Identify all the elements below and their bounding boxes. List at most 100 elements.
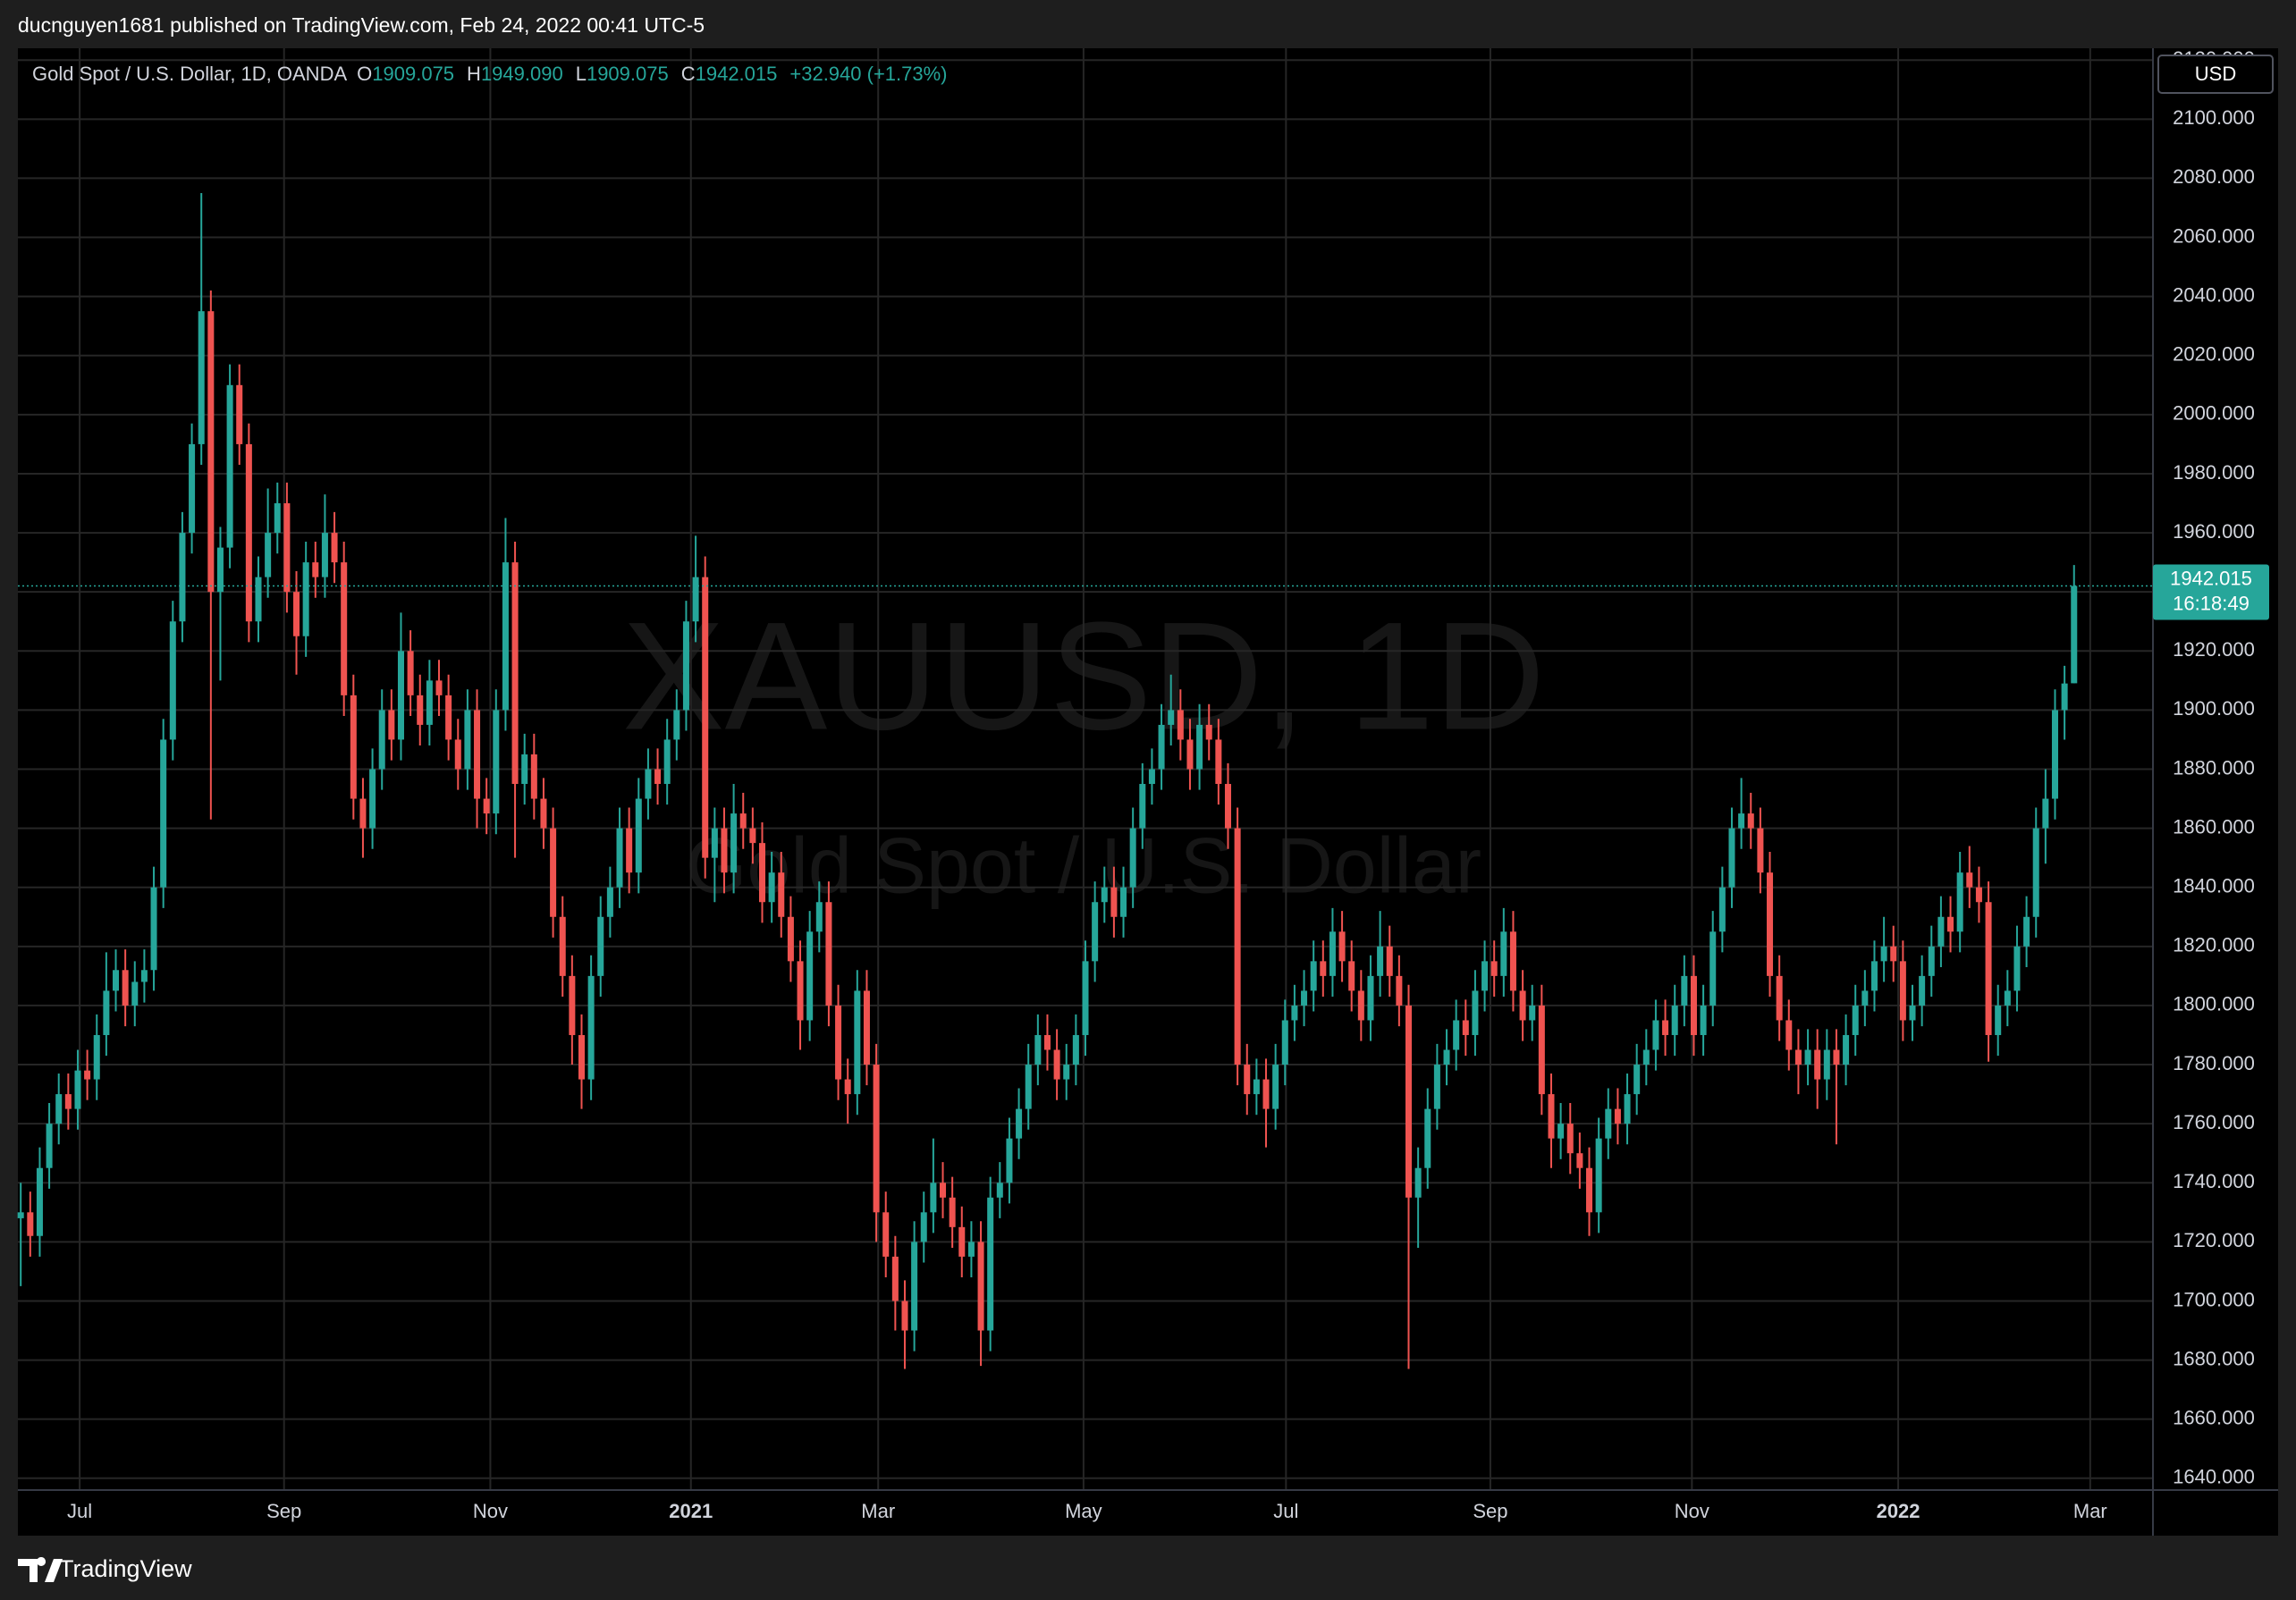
candle-body — [1767, 872, 1774, 976]
candle-body — [1414, 1167, 1422, 1198]
candle-body — [1652, 1020, 1659, 1050]
last-price-box — [2153, 564, 2269, 620]
candle-body — [1595, 1138, 1602, 1213]
y-tick-label: 1960.000 — [2173, 520, 2255, 543]
candle-body — [844, 1079, 851, 1095]
candle-body — [1861, 990, 1869, 1006]
legend-change: +32.940 (+1.73%) — [789, 63, 948, 85]
candle-body — [1386, 946, 1393, 976]
candle-body — [1548, 1094, 1555, 1139]
brand-name: TradingView — [59, 1555, 192, 1582]
candle-body — [179, 533, 186, 622]
candles — [17, 192, 2078, 1369]
candle-body — [1671, 1005, 1678, 1035]
candle-body — [1405, 1005, 1413, 1198]
candle-body — [2071, 585, 2078, 684]
candle-body — [901, 1301, 908, 1331]
candle-body — [967, 1242, 975, 1257]
candle-body — [863, 990, 870, 1065]
candle-body — [27, 1212, 34, 1236]
legend: Gold Spot / U.S. Dollar, 1D, OANDA O1909… — [32, 63, 960, 86]
candle-body — [1234, 828, 1241, 1065]
candle-body — [815, 902, 823, 932]
y-tick-label: 1900.000 — [2173, 697, 2255, 720]
candle-body — [739, 813, 747, 829]
currency-button[interactable]: USD — [2157, 55, 2274, 94]
candle-body — [1453, 1020, 1460, 1050]
candle-body — [1281, 1020, 1288, 1065]
candle-body — [1043, 1034, 1051, 1050]
x-tick-label: 2021 — [669, 1500, 713, 1522]
candle-body — [1576, 1153, 1583, 1168]
legend-name: Gold Spot / U.S. Dollar, 1D, OANDA — [32, 63, 346, 85]
candle-body — [483, 798, 490, 814]
candle-body — [1424, 1108, 1431, 1168]
candle-body — [920, 1212, 927, 1242]
currency-label[interactable]: USD — [2195, 63, 2236, 85]
last-price-label: 1942.015 — [2170, 567, 2252, 589]
candle-body — [1585, 1167, 1593, 1213]
candle-body — [2032, 828, 2039, 917]
candle-body — [1082, 961, 1089, 1035]
candle-body — [1975, 887, 1982, 903]
candle-body — [1472, 990, 1479, 1035]
candle-body — [1814, 1049, 1821, 1080]
candle-body — [550, 828, 557, 917]
candle-body — [74, 1070, 81, 1109]
publish-header: ducnguyen1681 published on TradingView.c… — [18, 13, 705, 37]
candle-body — [1785, 1020, 1793, 1050]
candle-body — [721, 828, 728, 873]
candle-body — [502, 562, 509, 711]
candle-body — [169, 621, 176, 740]
y-tick-label: 1760.000 — [2173, 1111, 2255, 1133]
y-tick-label: 2000.000 — [2173, 402, 2255, 425]
candle-body — [1709, 931, 1717, 1006]
candle-body — [1129, 828, 1136, 888]
candle-body — [1718, 887, 1726, 932]
candle-body — [1843, 1034, 1850, 1065]
candle-body — [873, 1065, 880, 1213]
candle-body — [1700, 1005, 1707, 1035]
candle-body — [245, 443, 252, 622]
candle-body — [1053, 1049, 1060, 1080]
y-tick-label: 1720.000 — [2173, 1229, 2255, 1251]
candle-body — [1310, 961, 1317, 991]
candle-body — [749, 828, 756, 844]
currency-button-box[interactable] — [2157, 55, 2274, 94]
x-tick-label: May — [1065, 1500, 1102, 1522]
candle-body — [1120, 887, 1127, 917]
candle-body — [493, 710, 500, 814]
candle-body — [1443, 1049, 1450, 1065]
candle-body — [1794, 1049, 1802, 1065]
candle-body — [511, 562, 519, 785]
candle-body — [778, 872, 785, 917]
candle-body — [388, 710, 395, 740]
candle-body — [36, 1167, 43, 1236]
candle-body — [2042, 798, 2049, 829]
candle-body — [1367, 975, 1374, 1021]
candle-body — [1909, 1005, 1916, 1021]
x-tick-label: Sep — [266, 1500, 301, 1522]
y-tick-label: 1680.000 — [2173, 1347, 2255, 1369]
candle-body — [198, 311, 205, 444]
candle-body — [1244, 1065, 1251, 1095]
candle-body — [321, 533, 328, 577]
candle-body — [255, 577, 262, 622]
candle-body — [350, 695, 357, 799]
candle-body — [1690, 975, 1697, 1035]
candle-body — [1006, 1138, 1013, 1183]
candle-body — [1937, 916, 1945, 947]
candle-body — [521, 754, 528, 785]
x-tick-label: Nov — [473, 1500, 508, 1522]
candle-body — [1377, 946, 1384, 976]
candle-body — [1633, 1065, 1641, 1095]
brand-logo — [18, 1557, 63, 1582]
candle-body — [1870, 961, 1878, 991]
candle-body — [949, 1197, 956, 1227]
candle-body — [1833, 1049, 1840, 1065]
candle-body — [758, 843, 766, 903]
x-tick-label: Jul — [67, 1500, 92, 1522]
candle-body — [977, 1242, 984, 1331]
candle-body — [987, 1197, 994, 1331]
